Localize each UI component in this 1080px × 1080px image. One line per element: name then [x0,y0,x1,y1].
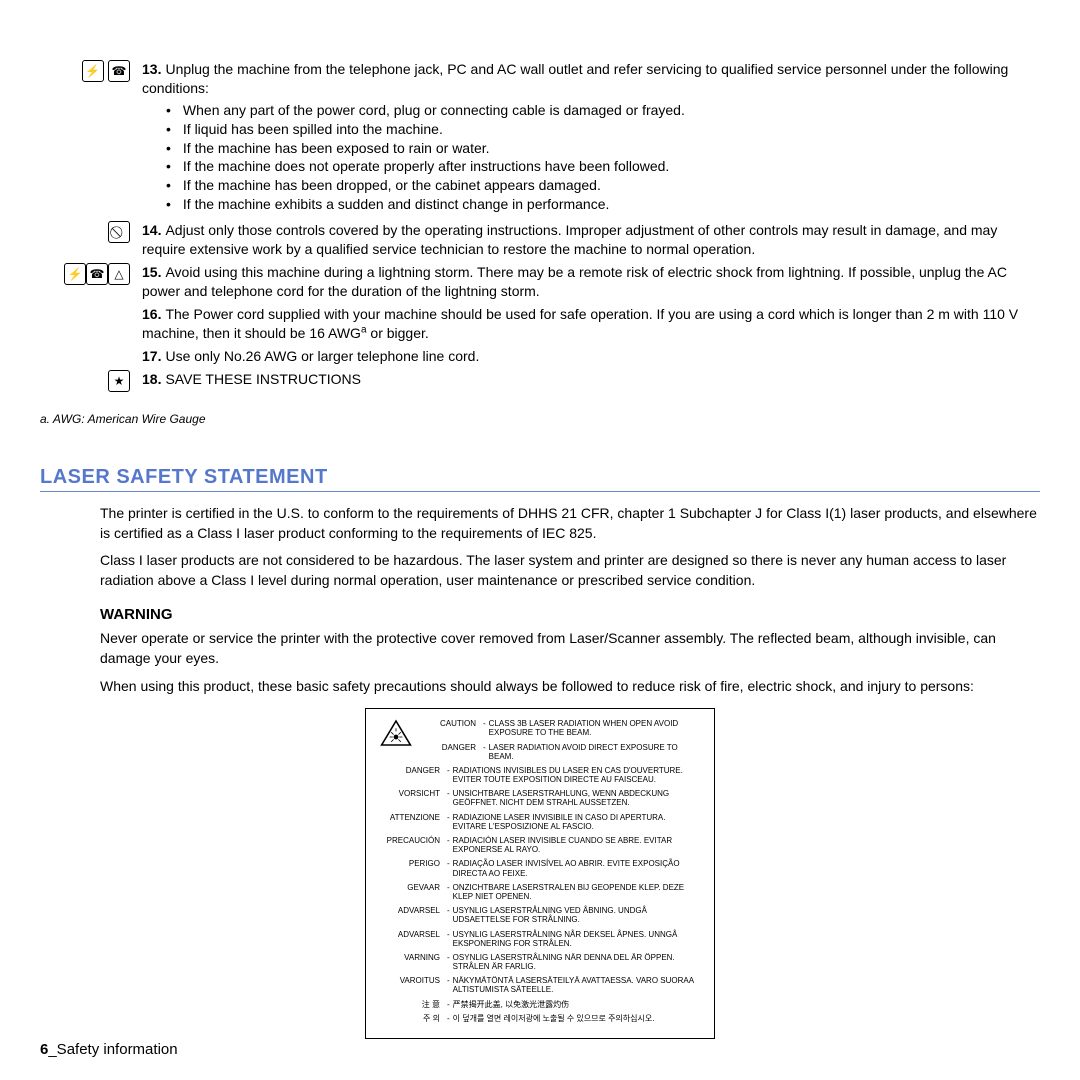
label-row: VARNING-OSYNLIG LASERSTRÅLNING NÄR DENNA… [380,953,700,971]
plug-icon: ⚡ [82,60,104,82]
label-lang: VARNING [380,953,444,971]
bullet: If the machine has been exposed to rain … [166,139,1040,158]
label-lang: ATTENZIONE [380,813,444,831]
item-number: 17. [142,348,161,364]
bullet: If the machine exhibits a sudden and dis… [166,195,1040,214]
label-lang: CAUTION [416,719,480,737]
section-title: LASER SAFETY STATEMENT [40,466,1040,489]
bullet: If the machine has been dropped, or the … [166,176,1040,195]
warning-icon: △ [108,263,130,285]
item-text: The Power cord supplied with your machin… [142,306,1018,342]
body-p2: Class I laser products are not considere… [100,551,1040,590]
item-text: Use only No.26 AWG or larger telephone l… [165,348,479,364]
label-row: 注 意-严禁揭开此盖, 以免激光泄露灼伤 [380,1000,700,1009]
label-text: 严禁揭开此盖, 以免激光泄露灼伤 [453,1000,700,1009]
item-number: 13. [142,61,161,77]
label-lang: GEVAAR [380,883,444,901]
label-text: CLASS 3B LASER RADIATION WHEN OPEN AVOID… [489,719,700,737]
icon-col: ⚡ ☎ [40,60,138,217]
label-lang: ADVARSEL [380,930,444,948]
label-text: USYNLIG LASERSTRÅLNING VED ÅBNING. UNDGÅ… [453,906,700,924]
label-row: ADVARSEL-USYNLIG LASERSTRÅLNING VED ÅBNI… [380,906,700,924]
label-lang: 注 意 [380,1000,444,1009]
instruction-item: ⚡☎△ 15.Avoid using this machine during a… [40,263,1040,301]
label-text: RADIAÇÃO LASER INVISÍVEL AO ABRIR. EVITE… [453,859,700,877]
label-row: ATTENZIONE-RADIAZIONE LASER INVISIBILE I… [380,813,700,831]
label-text: LASER RADIATION AVOID DIRECT EXPOSURE TO… [489,743,700,761]
phone-cord-icon: ☎ [86,263,108,285]
label-text: UNSICHTBARE LASERSTRAHLUNG, WENN ABDECKU… [453,789,700,807]
page-footer: 6_Safety information [40,1041,178,1058]
bullet: When any part of the power cord, plug or… [166,101,1040,120]
label-text: RADIACIÓN LASER INVISIBLE CUANDO SE ABRE… [453,836,700,854]
item-text: Adjust only those controls covered by th… [142,222,997,257]
label-row: 주 의-이 덮개를 열면 레이저광에 노출될 수 있으므로 주의하십시오. [380,1014,700,1023]
instruction-item: 16.The Power cord supplied with your mac… [40,305,1040,343]
label-row: PRECAUCIÓN-RADIACIÓN LASER INVISIBLE CUA… [380,836,700,854]
label-lang: 주 의 [380,1014,444,1023]
label-row: VORSICHT-UNSICHTBARE LASERSTRAHLUNG, WEN… [380,789,700,807]
bullet: If the machine does not operate properly… [166,157,1040,176]
instruction-item: 17.Use only No.26 AWG or larger telephon… [40,347,1040,366]
instruction-item: ⃠ 14.Adjust only those controls covered … [40,221,1040,259]
body-p1: The printer is certified in the U.S. to … [100,504,1040,543]
instruction-item: ★ 18.SAVE THESE INSTRUCTIONS [40,370,1040,392]
label-text: RADIAZIONE LASER INVISIBILE IN CASO DI A… [453,813,700,831]
footnote: a. AWG: American Wire Gauge [40,412,1040,426]
warning-p1: Never operate or service the printer wit… [100,629,1040,668]
laser-warning-label: CAUTION-CLASS 3B LASER RADIATION WHEN OP… [365,708,715,1039]
label-row: DANGER-LASER RADIATION AVOID DIRECT EXPO… [416,743,700,761]
star-icon: ★ [108,370,130,392]
bullet: If liquid has been spilled into the mach… [166,120,1040,139]
phone-cord-icon: ☎ [108,60,130,82]
label-row: DANGER-RADIATIONS INVISIBLES DU LASER EN… [380,766,700,784]
item-number: 18. [142,371,161,387]
item-text: SAVE THESE INSTRUCTIONS [165,371,361,387]
item-text: Unplug the machine from the telephone ja… [142,61,1008,96]
label-row: ADVARSEL-USYNLIG LASERSTRÅLNING NÅR DEKS… [380,930,700,948]
label-lang: ADVARSEL [380,906,444,924]
item-number: 14. [142,222,161,238]
label-lang: DANGER [416,743,480,761]
item-text: Avoid using this machine during a lightn… [142,264,1007,299]
label-lang: DANGER [380,766,444,784]
footer-text: _Safety information [48,1041,177,1058]
item-number: 15. [142,264,161,280]
label-text: 이 덮개를 열면 레이저광에 노출될 수 있으므로 주의하십시오. [453,1014,700,1023]
label-row: PERIGO-RADIAÇÃO LASER INVISÍVEL AO ABRIR… [380,859,700,877]
label-text: RADIATIONS INVISIBLES DU LASER EN CAS D'… [453,766,700,784]
label-lang: VAROITUS [380,976,444,994]
plug-icon: ⚡ [64,263,86,285]
instruction-item: ⚡ ☎ 13.Unplug the machine from the telep… [40,60,1040,217]
label-text: OSYNLIG LASERSTRÅLNING NÄR DENNA DEL ÄR … [453,953,700,971]
warning-heading: WARNING [100,606,1040,623]
label-lang: PERIGO [380,859,444,877]
laser-symbol-icon [380,719,412,747]
label-text: ONZICHTBARE LASERSTRALEN BIJ GEOPENDE KL… [453,883,700,901]
label-lang: VORSICHT [380,789,444,807]
item-number: 16. [142,306,161,322]
label-text: USYNLIG LASERSTRÅLNING NÅR DEKSEL ÅPNES.… [453,930,700,948]
label-row: CAUTION-CLASS 3B LASER RADIATION WHEN OP… [416,719,700,737]
label-lang: PRECAUCIÓN [380,836,444,854]
section-rule [40,491,1040,492]
warning-p2: When using this product, these basic saf… [100,677,1040,697]
label-text: NÄKYMÄTÖNTÄ LASERSÄTEILYÄ AVATTAESSA. VA… [453,976,700,994]
prohibit-icon: ⃠ [108,221,130,243]
label-row: VAROITUS-NÄKYMÄTÖNTÄ LASERSÄTEILYÄ AVATT… [380,976,700,994]
label-row: GEVAAR-ONZICHTBARE LASERSTRALEN BIJ GEOP… [380,883,700,901]
